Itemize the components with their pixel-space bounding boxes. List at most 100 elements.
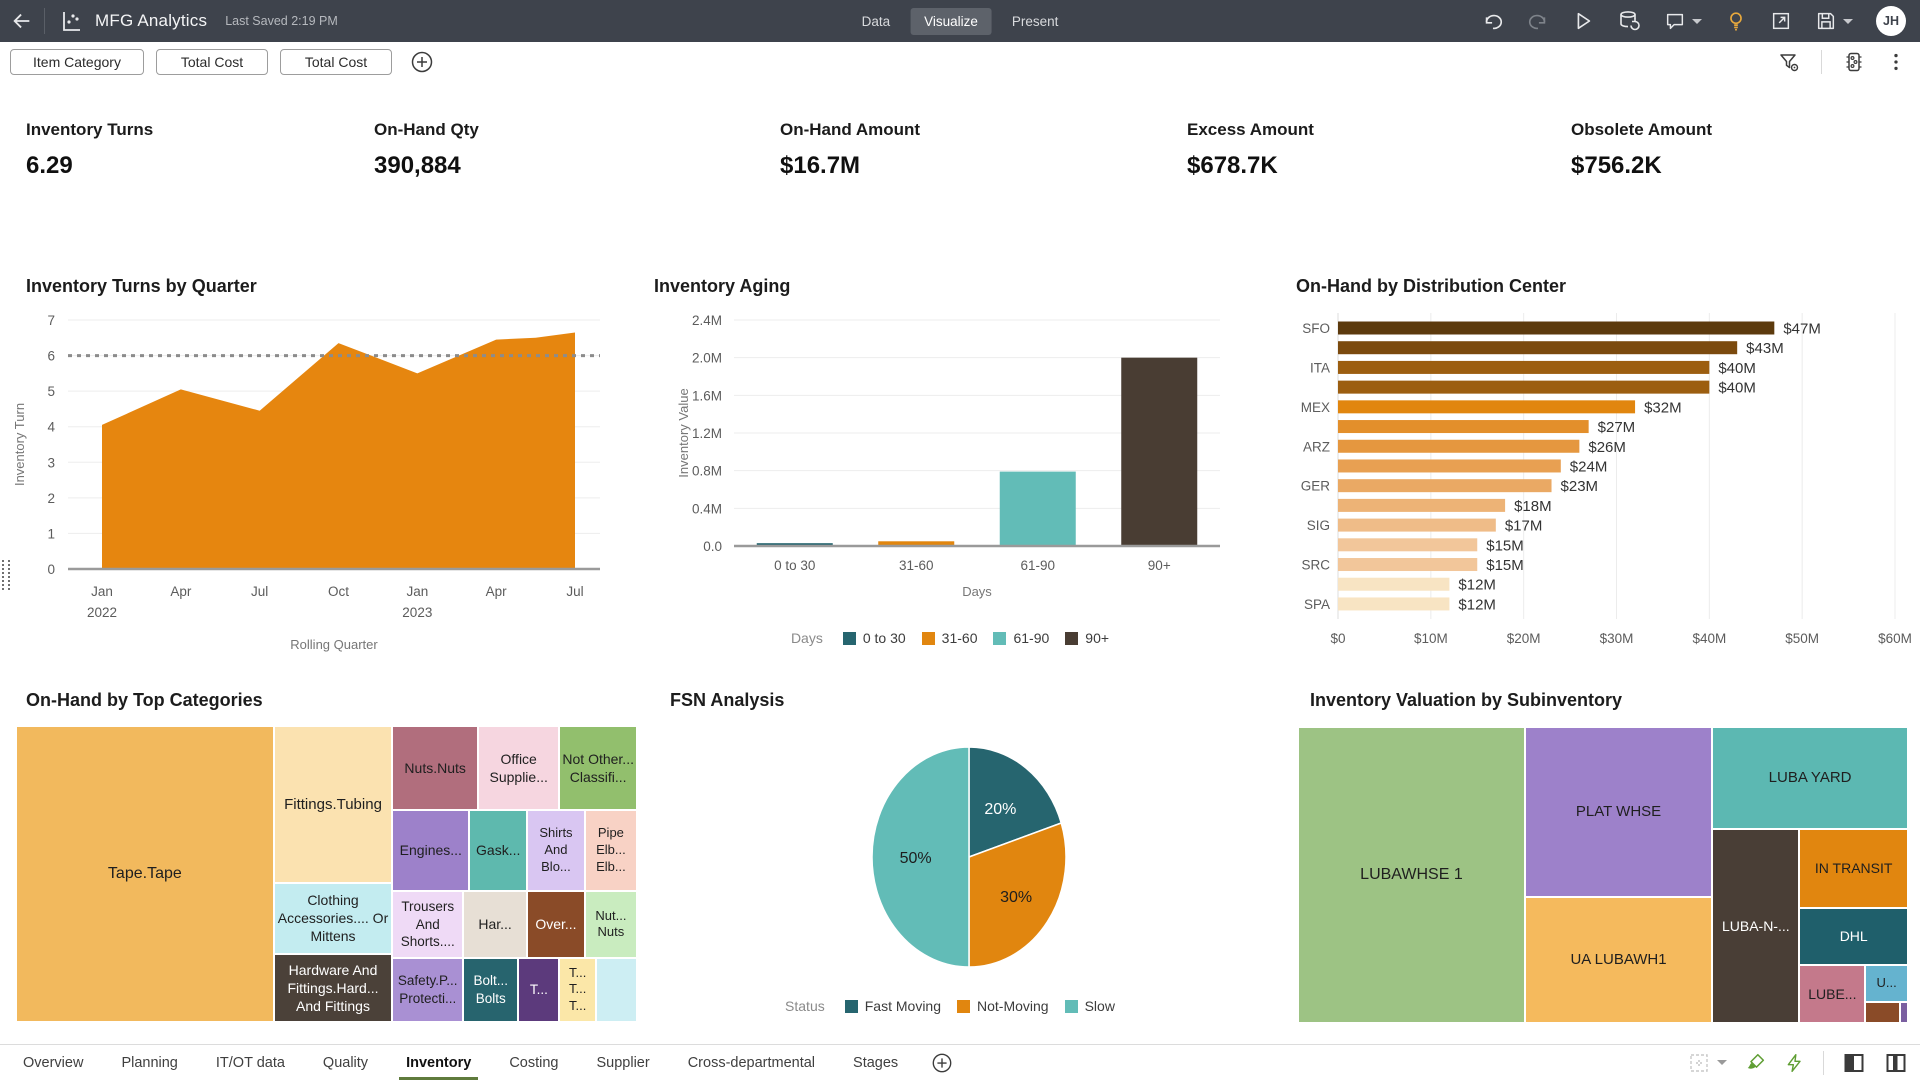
treemap-cell-lubawhse-1[interactable]: LUBAWHSE 1 [1298,727,1525,1023]
treemap-cell-over[interactable]: Over... [527,891,585,958]
treemap-cell[interactable] [596,957,637,1022]
bar-61-90[interactable] [999,471,1076,546]
treemap-cell-luba-n[interactable]: LUBA-N-... [1712,829,1800,1023]
treemap-cell[interactable] [1865,1002,1901,1023]
preview-play-button[interactable] [1572,10,1594,32]
hbar-row[interactable] [1338,558,1478,572]
undo-button[interactable] [1482,10,1504,32]
legend-item-31-60[interactable]: 31-60 [921,630,977,646]
redo-button[interactable] [1527,10,1549,32]
hbar-row[interactable] [1338,479,1552,493]
distribution-center-chart[interactable]: $0 $10M $20M $30M $40M $50M $60M SFO $47M $43M ITA… [1290,311,1918,662]
subinventory-treemap[interactable]: LUBAWHSE 1 PLAT WHSE UA LUBAWH1 LUBA YARD LU… [1298,727,1908,1023]
panel-right-toggle-button[interactable] [1884,1051,1908,1075]
hbar-row[interactable] [1338,420,1589,434]
kpi-excess-amount[interactable]: Excess Amount $678.7K [1187,120,1314,180]
treemap-cell-hardware-and-fittings-hard-and-fittings[interactable]: Hardware And Fittings.Hard... And Fittin… [273,953,393,1022]
legend-item-90+[interactable]: 90+ [1065,630,1109,646]
treemap-cell-har[interactable]: Har... [463,891,528,958]
treemap-cell-luba-yard[interactable]: LUBA YARD [1712,727,1908,830]
treemap-cell-clothing-accessories-or-mittens[interactable]: Clothing Accessories.... Or Mittens [273,882,393,954]
canvas-tab-inventory[interactable]: Inventory [387,1045,490,1080]
hbar-row[interactable] [1338,341,1738,355]
hbar-row[interactable] [1338,597,1450,611]
treemap-cell-nut-nuts[interactable]: Nut... Nuts [584,891,637,958]
hbar-row[interactable] [1338,321,1775,335]
mode-tab-visualize[interactable]: Visualize [910,7,992,35]
hbar-row[interactable] [1338,400,1636,414]
treemap-cell-dhl[interactable]: DHL [1799,907,1908,965]
pie-slice-slow[interactable] [871,746,970,968]
treemap-cell-fittings-tubing[interactable]: Fittings.Tubing [273,726,393,883]
canvas-drag-handle[interactable] [2,560,10,590]
color-brush-button[interactable] [1745,1052,1767,1074]
hbar-row[interactable] [1338,518,1496,532]
inventory-aging-chart[interactable]: 0.0 0.4M 0.8M 1.2M 1.6M 2.0M 2.4M 0 to 30 31-60 6… [650,300,1250,607]
canvas-tab-cross-departmental[interactable]: Cross-departmental [687,1054,816,1071]
canvas-tab-quality[interactable]: Quality [322,1054,369,1071]
treemap-cell-t[interactable]: T... [518,957,560,1022]
hbar-row[interactable] [1338,459,1561,473]
treemap-cell-shirts-and-blo[interactable]: Shirts And Blo... [527,809,585,892]
legend-item-61-90[interactable]: 61-90 [993,630,1049,646]
canvas-tab-it-ot-data[interactable]: IT/OT data [215,1054,285,1071]
treemap-cell-plat-whse[interactable]: PLAT WHSE [1524,727,1713,898]
treemap-cell-trousers-and-shorts[interactable]: Trousers And Shorts.... [392,891,464,958]
canvas-tab-supplier[interactable]: Supplier [596,1054,650,1071]
canvas-layout-button[interactable] [1687,1051,1727,1075]
legend-item-slow[interactable]: Slow [1064,998,1115,1014]
kpi-on-hand-qty[interactable]: On-Hand Qty 390,884 [374,120,479,180]
insights-button[interactable] [1725,10,1747,32]
bar-31-60[interactable] [878,541,955,546]
treemap-cell-gask[interactable]: Gask... [469,809,528,892]
hbar-row[interactable] [1338,498,1506,512]
canvas-tab-costing[interactable]: Costing [509,1054,559,1071]
treemap-cell-safety-p-protecti[interactable]: Safety.P... Protecti... [392,957,464,1022]
inventory-turns-chart[interactable]: 0 1 2 3 4 5 6 7 Jan 2022 Apr Jul Oct Jan 2023 Apr Jul Inv… [8,299,630,662]
canvas-tab-overview[interactable]: Overview [23,1054,84,1071]
bar-90+[interactable] [1121,357,1198,546]
canvas-properties-button[interactable] [1842,50,1866,74]
pie-slice-not-moving[interactable] [968,822,1067,968]
open-in-new-button[interactable] [1770,10,1792,32]
kpi-obsolete-amount[interactable]: Obsolete Amount $756.2K [1571,120,1712,180]
pie-slice-fast-moving[interactable] [968,746,1063,859]
user-avatar[interactable]: JH [1876,6,1906,36]
treemap-cell-tape-tape[interactable]: Tape.Tape [16,726,274,1022]
back-button[interactable] [0,0,44,42]
add-canvas-button[interactable] [931,1052,953,1074]
auto-apply-button[interactable] [1785,1052,1805,1074]
treemap-cell-pipe-elb-elb[interactable]: Pipe Elb... Elb... [584,809,637,892]
save-button[interactable] [1815,10,1853,32]
legend-item-not-moving[interactable]: Not-Moving [957,998,1049,1014]
treemap-cell[interactable] [1900,1002,1908,1023]
kpi-on-hand-amount[interactable]: On-Hand Amount $16.7M [780,120,920,180]
more-options-button[interactable] [1886,51,1906,73]
filter-chip-total-cost[interactable]: Total Cost [280,49,392,75]
hbar-row[interactable] [1338,577,1450,591]
legend-item-fast-moving[interactable]: Fast Moving [844,998,941,1014]
comments-button[interactable] [1664,10,1702,32]
legend-item-0-to-30[interactable]: 0 to 30 [842,630,906,646]
filter-settings-button[interactable] [1777,50,1801,74]
panel-left-toggle-button[interactable] [1842,1051,1866,1075]
canvas-tab-stages[interactable]: Stages [853,1054,899,1071]
filter-chip-total-cost[interactable]: Total Cost [156,49,268,75]
treemap-cell-in-transit[interactable]: IN TRANSIT [1799,829,1908,908]
treemap-cell-nuts-nuts[interactable]: Nuts.Nuts [392,726,478,810]
add-filter-button[interactable] [410,50,434,74]
hbar-row[interactable] [1338,439,1580,453]
treemap-cell-engines[interactable]: Engines... [392,809,470,892]
treemap-cell-not-other-classifi[interactable]: Not Other... Classifi... [559,726,637,810]
treemap-cell-office-supplie[interactable]: Office Supplie... [478,726,560,810]
mode-tab-data[interactable]: Data [861,13,891,29]
fsn-pie-chart[interactable]: 20% 30% 50% [847,740,1091,979]
treemap-cell-bolt-bolts[interactable]: Bolt... Bolts [463,957,519,1022]
area-series[interactable] [102,332,575,569]
hbar-row[interactable] [1338,538,1478,552]
treemap-cell-u[interactable]: U... [1865,964,1908,1003]
treemap-cell-t[interactable]: T... T... T... [559,957,596,1022]
refresh-data-button[interactable] [1617,9,1641,33]
canvas-tab-planning[interactable]: Planning [121,1054,178,1071]
top-categories-treemap[interactable]: Tape.Tape Fittings.Tubing Clothing Accesso… [16,726,637,1022]
